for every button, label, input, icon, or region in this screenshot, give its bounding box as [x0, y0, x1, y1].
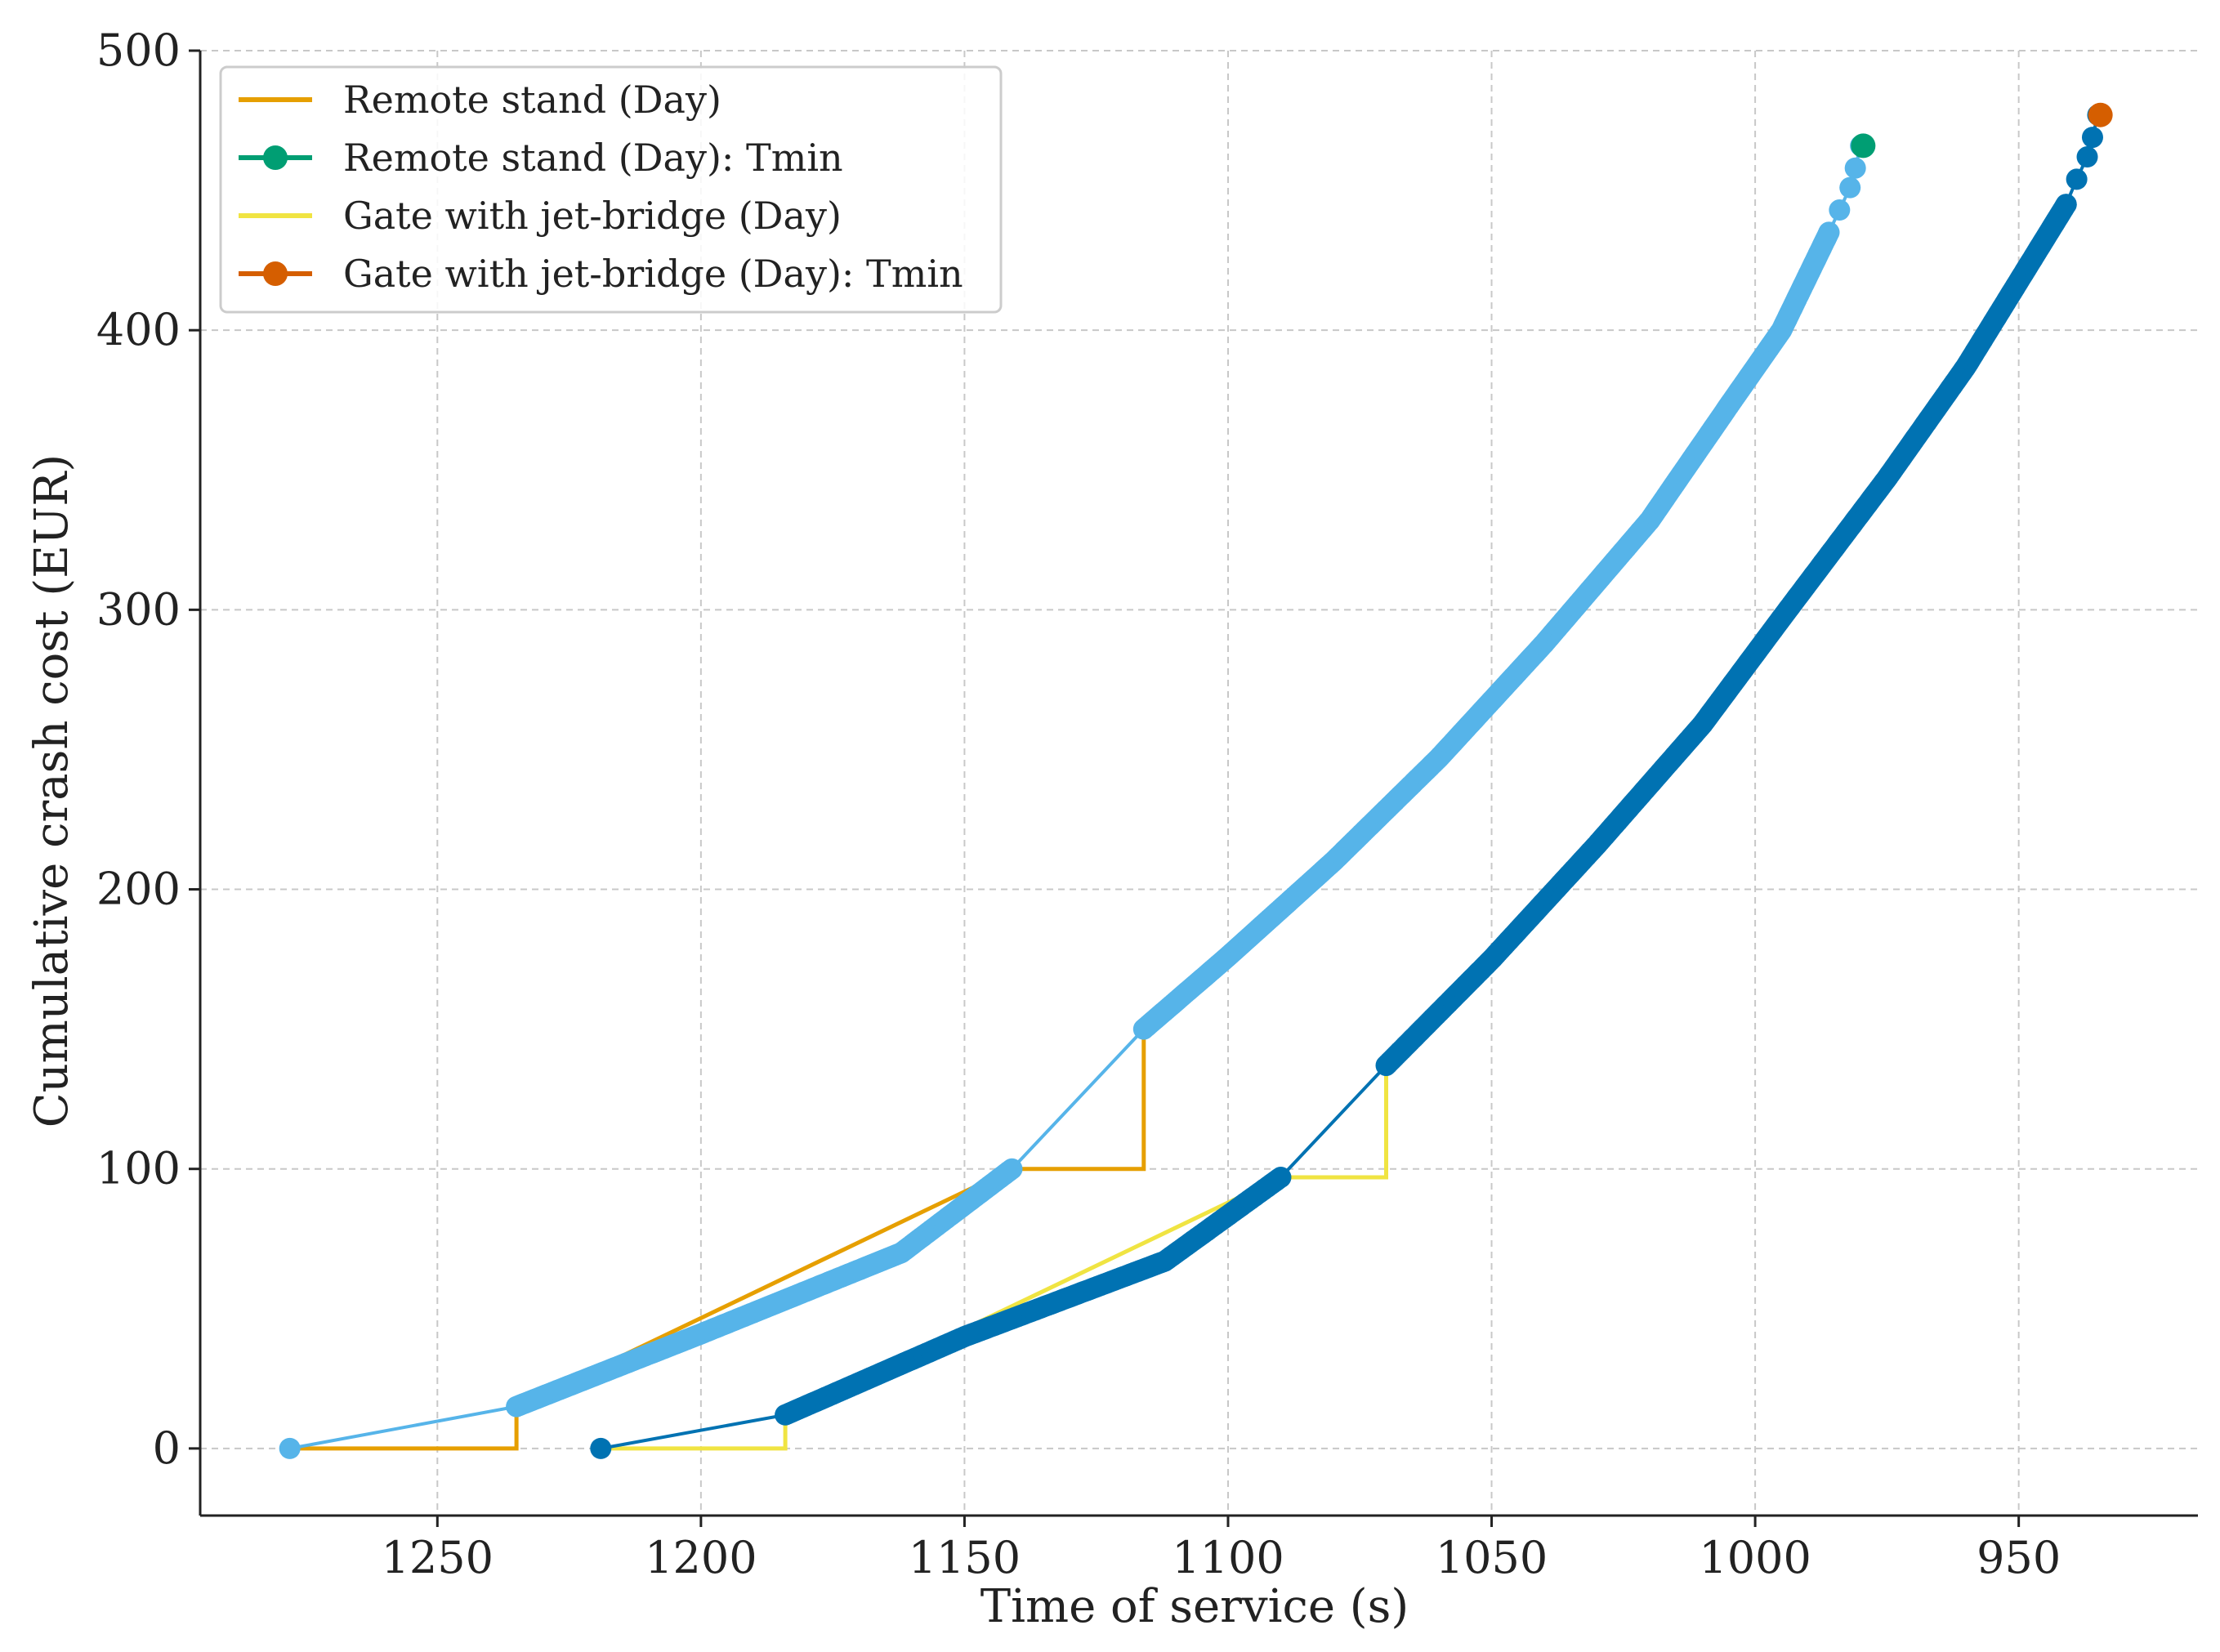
x-axis-title: Time of service (s) [980, 1580, 1409, 1633]
series-point [2055, 194, 2077, 216]
series-point [2081, 127, 2103, 149]
series-point [279, 1437, 301, 1459]
series-step-line [601, 1065, 1388, 1451]
x-tick-label: 1050 [1436, 1532, 1548, 1583]
legend-label: Gate with jet-bridge (Day): Tmin [343, 252, 963, 296]
plot-area [279, 102, 2113, 1459]
legend-marker [263, 261, 288, 286]
series-point [1001, 1158, 1023, 1180]
y-tick-label: 500 [96, 25, 181, 76]
legend: Remote stand (Day) Remote stand (Day): Tm… [219, 65, 1003, 314]
series-point [1829, 199, 1851, 221]
legend-label: Gate with jet-bridge (Day) [343, 194, 842, 238]
axes: 1250 1200 1150 1100 1050 1000 950 0 100 200 300 400… [96, 25, 2198, 1583]
x-tick-label: 1100 [1172, 1532, 1284, 1583]
legend-marker [263, 145, 288, 170]
legend-box [219, 65, 1003, 314]
legend-label: Remote stand (Day) [343, 78, 721, 122]
series-point [1270, 1167, 1292, 1188]
x-tick-label: 1150 [909, 1532, 1021, 1583]
series-point [1844, 157, 1866, 179]
x-tick-label: 950 [1977, 1532, 2061, 1583]
series-point [1839, 176, 1861, 199]
tmin-marker [1851, 133, 1876, 159]
series-point [2076, 146, 2098, 168]
x-tick-label: 1000 [1699, 1532, 1811, 1583]
x-tick-label: 1200 [645, 1532, 757, 1583]
y-tick-label: 300 [96, 583, 181, 635]
series-point [2066, 168, 2088, 190]
series-step-line [289, 1029, 1146, 1451]
y-tick-label: 0 [153, 1422, 181, 1474]
tmin-marker [2088, 102, 2113, 127]
y-tick-label: 400 [96, 304, 181, 355]
series-point [590, 1437, 612, 1459]
y-tick-label: 100 [96, 1143, 181, 1194]
y-tick-label: 200 [96, 864, 181, 915]
legend-label: Remote stand (Day): Tmin [343, 136, 843, 180]
y-axis-title: Cumulative crash cost (EUR) [25, 454, 78, 1128]
x-tick-label: 1250 [382, 1532, 494, 1583]
series-point [1818, 221, 1840, 243]
